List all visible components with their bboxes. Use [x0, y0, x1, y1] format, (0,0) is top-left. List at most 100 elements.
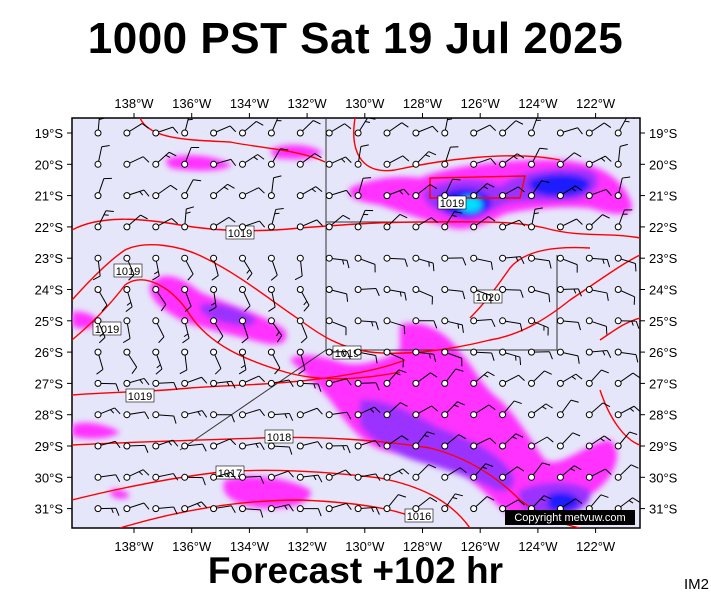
isobar-labels: 1019 1019 1019 1019 1019 1019 1020 1018 …: [92, 195, 503, 523]
wind-barb: [267, 317, 283, 343]
lat-label-left: 31°S: [35, 502, 64, 517]
wind-barb: [210, 317, 224, 343]
lat-label-left: 22°S: [35, 220, 64, 235]
wind-barb: [354, 505, 380, 515]
wind-barb: [585, 254, 611, 268]
wind-barb: [556, 399, 579, 419]
wind-barb: [267, 286, 276, 312]
wind-barb: [499, 433, 524, 450]
wind-barb: [556, 373, 583, 387]
wind-barb: [123, 254, 135, 281]
wind-barb: [94, 118, 104, 137]
wind-barb: [614, 286, 636, 305]
wind-barb: [210, 471, 237, 481]
wind-barb: [470, 254, 494, 270]
wind-barb: [152, 184, 178, 200]
wind-barb: [181, 317, 190, 344]
wind-barb: [239, 505, 264, 518]
wind-barb: [294, 254, 304, 281]
svg-text:1017: 1017: [218, 468, 242, 480]
lat-label-right: 19°S: [649, 126, 678, 141]
wind-barb: [152, 126, 179, 137]
lat-label-right: 30°S: [649, 470, 678, 485]
lat-label-left: 28°S: [35, 408, 64, 423]
wind-barb: [412, 286, 433, 305]
wind-barb: [528, 286, 551, 303]
lat-label-left: 19°S: [35, 126, 64, 141]
wind-barb: [123, 502, 150, 513]
wind-barb: [123, 286, 133, 313]
wind-barb: [181, 179, 202, 200]
wind-barb: [441, 118, 453, 137]
wind-barb: [239, 187, 265, 200]
wind-barb: [383, 213, 408, 231]
wind-barb: [470, 463, 494, 481]
lat-label-left: 27°S: [35, 376, 64, 391]
isobar-label: 1016: [404, 508, 434, 523]
lon-label-bottom: 134°W: [230, 539, 270, 554]
wind-barb: [152, 317, 165, 344]
wind-barb: [208, 286, 218, 312]
wind-barb: [325, 286, 349, 302]
wind-barb: [585, 435, 612, 450]
wind-barb: [354, 118, 376, 137]
wind-barb: [614, 143, 628, 168]
wind-barb: [123, 442, 149, 453]
wind-barb: [412, 464, 437, 481]
wind-barb: [179, 348, 189, 375]
wind-barb: [210, 254, 219, 281]
wind-barb: [528, 436, 554, 450]
wind-barb: [239, 317, 249, 344]
wind-barb: [210, 348, 222, 375]
wind-barb: [383, 254, 408, 267]
wind-barb: [556, 286, 582, 297]
wind-barb: [210, 125, 237, 137]
lon-label-bottom: 126°W: [461, 539, 501, 554]
wind-barb: [441, 178, 461, 200]
wind-barb: [383, 188, 410, 200]
wind-barb: [585, 214, 610, 231]
wind-barb: [123, 377, 150, 387]
lat-label-right: 26°S: [649, 345, 678, 360]
wind-barb: [556, 465, 582, 481]
wind-barb: [614, 118, 635, 137]
wind-barb: [325, 123, 352, 137]
wind-barb: [123, 348, 138, 374]
wind-barb: [210, 158, 237, 168]
wind-barb: [412, 151, 437, 168]
lon-label-top: 134°W: [230, 96, 270, 111]
lon-label-bottom: 124°W: [518, 539, 558, 554]
wind-barb: [354, 439, 381, 450]
wind-barb: [441, 434, 466, 450]
wind-barb: [354, 177, 372, 200]
wind-barb: [325, 411, 352, 420]
wind-barb: [325, 469, 352, 481]
wind-barb: [556, 317, 581, 331]
wind-barb: [354, 473, 381, 481]
lon-label-bottom: 130°W: [345, 539, 385, 554]
wind-barb: [296, 286, 310, 312]
map-code: IM2: [683, 576, 709, 593]
wind-barb: [614, 372, 640, 387]
wind-barb: [152, 439, 179, 450]
wind-barb: [354, 144, 369, 168]
wind-barb: [267, 175, 282, 200]
wind-barb: [267, 411, 294, 421]
wind-barb: [239, 375, 265, 387]
lat-label-right: 25°S: [649, 314, 678, 329]
lon-label-top: 136°W: [172, 96, 212, 111]
wind-barb: [239, 120, 264, 137]
svg-text:1019: 1019: [116, 266, 140, 278]
wind-barb: [122, 317, 131, 344]
wind-barb: [556, 127, 583, 137]
wind-barb: [94, 348, 104, 375]
wind-barb: [556, 432, 581, 450]
wind-barb: [325, 254, 350, 269]
wind-barb: [267, 379, 294, 388]
svg-text:1019: 1019: [335, 348, 359, 360]
wind-barb: [470, 437, 497, 450]
wind-barb: [325, 214, 351, 231]
wind-barb: [354, 209, 374, 231]
wind-barb: [441, 317, 464, 333]
lon-label-bottom: 122°W: [576, 539, 616, 554]
